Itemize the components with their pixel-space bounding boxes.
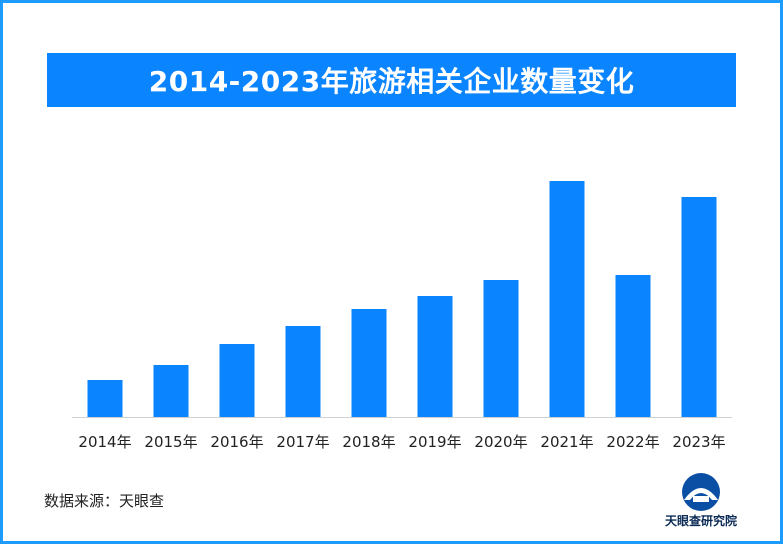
title-band: 2014-2023年旅游相关企业数量变化 xyxy=(47,53,736,107)
bar-7 xyxy=(549,181,585,417)
x-tick-label-0: 2014年 xyxy=(78,433,131,451)
bar-2 xyxy=(219,344,255,417)
x-tick-label-9: 2023年 xyxy=(672,433,725,451)
x-tick-label-7: 2021年 xyxy=(540,433,593,451)
x-tick-label-1: 2015年 xyxy=(144,433,197,451)
bar-3 xyxy=(285,326,321,417)
tianyancha-logo-icon xyxy=(682,473,720,511)
bar-6 xyxy=(483,280,519,417)
bar-4 xyxy=(351,309,387,417)
x-tick-label-4: 2018年 xyxy=(342,433,395,451)
bars-group xyxy=(87,181,717,417)
x-tick-labels: 2014年 2015年 2016年 2017年 2018年 2019年 2020年 2021年… xyxy=(78,433,725,451)
chart-title: 2014-2023年旅游相关企业数量变化 xyxy=(148,65,635,98)
bar-5 xyxy=(417,296,453,417)
bar-8 xyxy=(615,275,651,417)
brand-name: 天眼查研究院 xyxy=(664,514,737,528)
bar-0 xyxy=(87,380,123,417)
brand-logo: 天眼查研究院 xyxy=(660,470,742,532)
x-tick-label-8: 2022年 xyxy=(606,433,659,451)
bar-1 xyxy=(153,365,189,417)
x-tick-label-2: 2016年 xyxy=(210,433,263,451)
bar-9 xyxy=(681,197,717,417)
x-tick-label-6: 2020年 xyxy=(474,433,527,451)
x-tick-label-3: 2017年 xyxy=(276,433,329,451)
x-tick-label-5: 2019年 xyxy=(408,433,461,451)
data-source: 数据来源：天眼查 xyxy=(44,492,165,510)
